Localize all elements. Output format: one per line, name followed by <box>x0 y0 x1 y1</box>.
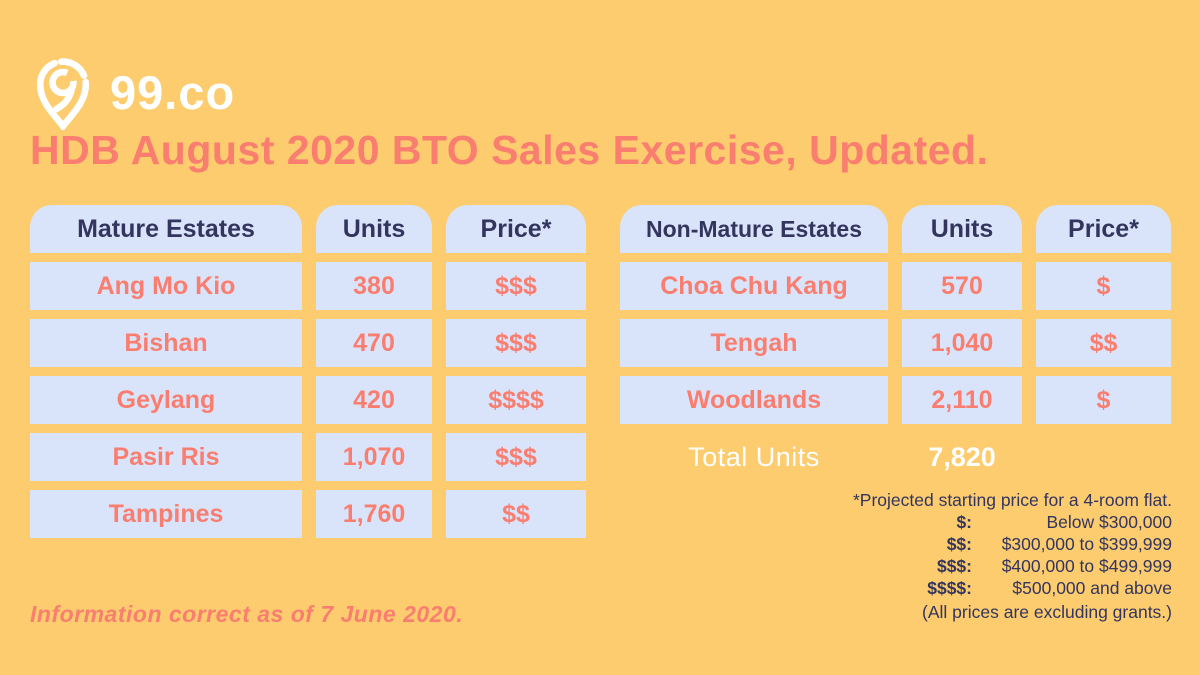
column-header-price: Price* <box>1036 205 1171 253</box>
map-pin-icon <box>32 54 94 130</box>
legend-range: $300,000 to $399,999 <box>1001 534 1172 554</box>
legend-row: $$: $300,000 to $399,999 <box>772 533 1172 555</box>
price-cell: $$$$ <box>446 376 586 424</box>
legend-symbol: $: <box>956 512 972 532</box>
units-cell: 2,110 <box>902 376 1022 424</box>
legend-range: $500,000 and above <box>1012 578 1172 598</box>
price-legend: *Projected starting price for a 4-room f… <box>772 489 1172 599</box>
units-cell: 1,040 <box>902 319 1022 367</box>
projection-note: *Projected starting price for a 4-room f… <box>852 490 1172 510</box>
estate-name-cell: Geylang <box>30 376 302 424</box>
legend-symbol: $$$: <box>936 556 972 576</box>
estate-name-cell: Ang Mo Kio <box>30 262 302 310</box>
logo: 99.co <box>32 54 235 130</box>
units-cell: 1,760 <box>316 490 432 538</box>
info-date-note: Information correct as of 7 June 2020. <box>30 601 464 627</box>
legend-symbol: $$$$: <box>927 578 972 598</box>
total-units-label: Total Units <box>688 441 820 472</box>
brand-wordmark: 99.co <box>110 65 236 119</box>
estate-name-cell: Pasir Ris <box>30 433 302 481</box>
page-title: HDB August 2020 BTO Sales Exercise, Upda… <box>30 127 989 173</box>
estate-name-cell: Woodlands <box>620 376 888 424</box>
legend-row: $$$$: $500,000 and above <box>772 577 1172 599</box>
price-cell: $ <box>1036 376 1171 424</box>
price-cell: $$$ <box>446 433 586 481</box>
column-header-estate: Mature Estates <box>30 205 302 253</box>
column-header-units: Units <box>316 205 432 253</box>
column-header-units: Units <box>902 205 1022 253</box>
column-header-price: Price* <box>446 205 586 253</box>
non-mature-estates-table: Non-Mature Estates Units Price* Choa Chu… <box>620 205 1171 481</box>
price-cell: $$ <box>446 490 586 538</box>
units-cell: 1,070 <box>316 433 432 481</box>
units-cell: 420 <box>316 376 432 424</box>
mature-estates-table: Mature Estates Units Price* Ang Mo Kio 3… <box>30 205 586 538</box>
legend-range: $400,000 to $499,999 <box>1001 556 1172 576</box>
price-cell: $$$ <box>446 319 586 367</box>
legend-symbol: $$: <box>946 534 972 554</box>
units-cell: 470 <box>316 319 432 367</box>
legend-range: Below $300,000 <box>1046 512 1172 532</box>
units-cell: 380 <box>316 262 432 310</box>
column-header-estate: Non-Mature Estates <box>620 205 888 253</box>
legend-row: $: Below $300,000 <box>772 511 1172 533</box>
legend-row: $$$: $400,000 to $499,999 <box>772 555 1172 577</box>
units-cell: 570 <box>902 262 1022 310</box>
price-cell: $$ <box>1036 319 1171 367</box>
total-units-value: 7,820 <box>928 441 996 472</box>
estate-name-cell: Tampines <box>30 490 302 538</box>
estate-name-cell: Tengah <box>620 319 888 367</box>
grants-note: (All prices are excluding grants.) <box>922 602 1172 622</box>
price-cell: $$$ <box>446 262 586 310</box>
total-row-spacer <box>1036 433 1171 481</box>
estate-name-cell: Choa Chu Kang <box>620 262 888 310</box>
price-cell: $ <box>1036 262 1171 310</box>
estate-name-cell: Bishan <box>30 319 302 367</box>
